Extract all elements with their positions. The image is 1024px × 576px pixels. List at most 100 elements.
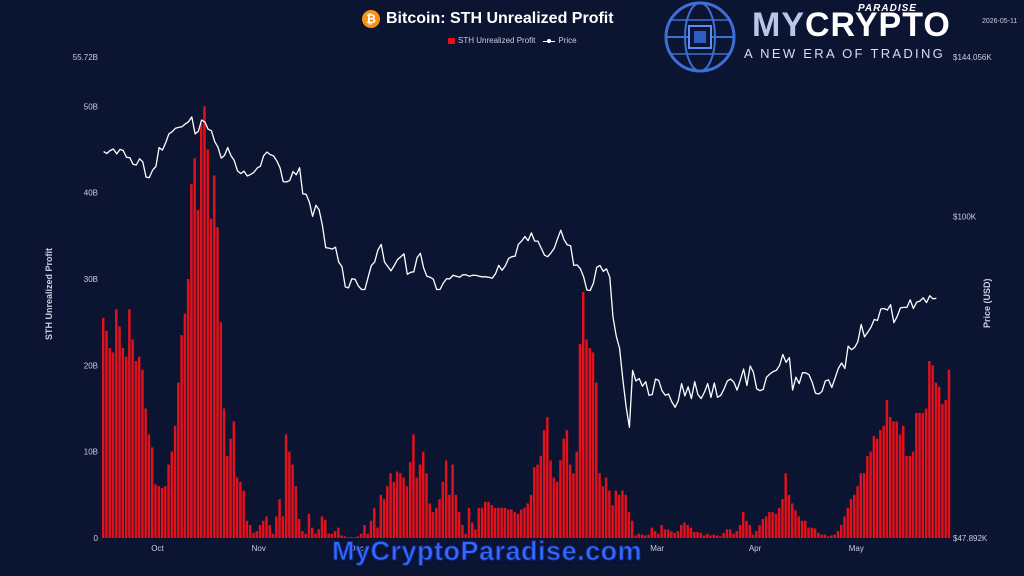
bar xyxy=(516,513,520,538)
bar xyxy=(255,531,258,538)
bar xyxy=(405,486,409,538)
bar xyxy=(412,434,415,538)
bar xyxy=(764,516,768,538)
bar xyxy=(105,330,108,538)
bar xyxy=(836,531,840,538)
bar xyxy=(575,451,578,538)
bar xyxy=(363,525,366,538)
bar xyxy=(177,382,180,538)
bar xyxy=(536,464,539,538)
bar xyxy=(670,531,673,538)
bar xyxy=(477,507,480,538)
bar xyxy=(441,481,445,538)
bar xyxy=(503,507,507,538)
bar xyxy=(533,467,536,538)
bar xyxy=(216,227,219,538)
legend-label-price: Price xyxy=(558,36,577,45)
bar xyxy=(572,473,575,538)
y2-tick-label: $100K xyxy=(953,212,977,221)
bar xyxy=(206,149,209,538)
bar xyxy=(839,525,843,538)
bar xyxy=(918,412,921,538)
bar xyxy=(431,512,435,538)
bar xyxy=(621,490,624,538)
bar xyxy=(833,534,836,538)
legend-item-profit[interactable]: STH Unrealized Profit xyxy=(448,36,535,45)
bar xyxy=(866,455,869,538)
bar xyxy=(160,487,164,538)
bar xyxy=(131,339,134,538)
bar xyxy=(902,425,905,538)
bar xyxy=(111,352,115,538)
bar xyxy=(895,421,898,538)
bar xyxy=(506,509,510,538)
bar xyxy=(830,535,833,538)
bar xyxy=(944,399,947,538)
bar xyxy=(346,537,350,538)
bar xyxy=(529,494,533,538)
y-tick-label: 20B xyxy=(84,361,98,370)
bar xyxy=(359,533,363,538)
legend-item-price[interactable]: Price xyxy=(543,36,577,45)
bar xyxy=(389,473,392,538)
bar xyxy=(170,451,174,538)
bar xyxy=(872,436,876,538)
bar xyxy=(235,477,239,538)
bar xyxy=(817,532,820,538)
bar xyxy=(660,525,663,538)
bar xyxy=(696,531,699,538)
logo-tagline: A NEW ERA OF TRADING xyxy=(744,46,946,61)
legend-label-profit: STH Unrealized Profit xyxy=(458,36,536,45)
bar xyxy=(679,525,683,538)
bar xyxy=(173,425,177,538)
bar xyxy=(928,361,931,538)
bar xyxy=(800,520,804,538)
bar xyxy=(425,473,428,538)
bar xyxy=(735,531,738,538)
bar xyxy=(337,527,340,538)
bar xyxy=(539,455,543,538)
bar xyxy=(118,326,121,538)
bar xyxy=(784,473,787,538)
bar xyxy=(559,460,562,538)
bar xyxy=(875,438,879,538)
bar xyxy=(699,532,703,538)
y-tick-label: 55.72B xyxy=(73,53,98,62)
bar xyxy=(121,348,125,538)
bar xyxy=(510,509,513,538)
watermark: MyCryptoParadise.com xyxy=(331,536,643,567)
bar xyxy=(748,525,752,538)
bar xyxy=(937,386,941,538)
bar xyxy=(653,531,657,538)
bar xyxy=(787,494,791,538)
bar xyxy=(428,503,432,538)
bar xyxy=(262,520,265,538)
bar xyxy=(663,529,667,538)
x-tick-label: Dec xyxy=(350,544,364,553)
bar xyxy=(604,477,608,538)
bar xyxy=(490,505,494,538)
bar xyxy=(150,447,154,538)
bar xyxy=(213,175,216,538)
bar xyxy=(617,494,621,538)
bar xyxy=(222,408,226,538)
bar xyxy=(676,531,680,538)
bar xyxy=(862,473,866,538)
bar xyxy=(761,519,765,538)
bar xyxy=(611,505,614,538)
bar xyxy=(908,455,912,538)
bar xyxy=(598,473,601,538)
legend: STH Unrealized Profit Price xyxy=(448,36,577,45)
bar xyxy=(461,525,464,538)
bar xyxy=(849,499,853,538)
y2-tick-label: $144.056K xyxy=(953,53,992,62)
bar xyxy=(141,369,144,538)
bar xyxy=(719,536,722,538)
bar xyxy=(144,408,147,538)
bar xyxy=(892,421,895,538)
bar xyxy=(343,536,347,538)
bar xyxy=(693,531,696,538)
bar xyxy=(395,471,399,538)
bar xyxy=(846,507,849,538)
